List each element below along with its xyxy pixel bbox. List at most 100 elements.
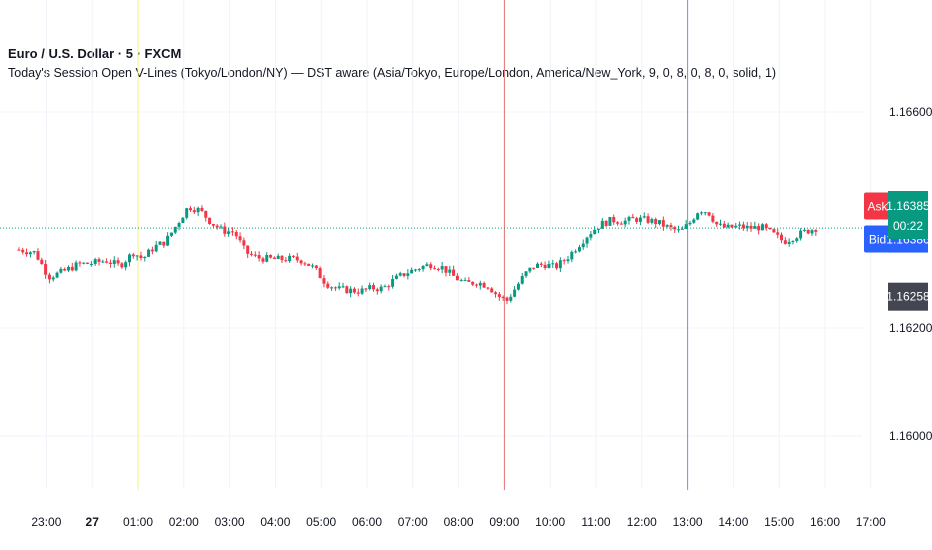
candle-body: [436, 268, 440, 270]
candle-body: [330, 287, 334, 289]
x-tick-label: 17:00: [856, 515, 886, 529]
badge-label: Bid: [869, 233, 886, 247]
candle-body: [238, 236, 242, 241]
candle-body: [585, 237, 589, 244]
candle-body: [154, 244, 158, 252]
candle-body: [719, 223, 723, 225]
candle-body: [97, 259, 101, 262]
candle-body: [448, 269, 452, 273]
candle-body: [623, 220, 627, 225]
candle-body: [619, 223, 623, 225]
candle-body: [528, 267, 532, 272]
candle-body: [47, 274, 51, 280]
candle-body: [36, 251, 40, 260]
candle-body: [59, 268, 63, 273]
candle-body: [349, 288, 353, 294]
candle-body: [204, 210, 208, 218]
candle-body: [486, 287, 490, 289]
candle-body: [173, 226, 177, 233]
candle-body: [776, 232, 780, 235]
candle-body: [28, 252, 32, 255]
candle-body: [215, 225, 219, 228]
x-tick-label: 01:00: [123, 515, 153, 529]
candle-body: [158, 241, 162, 245]
candle-body: [520, 275, 524, 284]
x-tick-label: 11:00: [581, 515, 610, 529]
candle-body: [63, 268, 67, 271]
candle-body: [112, 260, 116, 265]
candle-body: [200, 207, 204, 211]
candle-body: [471, 281, 475, 285]
candle-body: [78, 262, 82, 264]
candle-body: [440, 266, 444, 270]
candle-body: [101, 261, 105, 263]
candle-body: [372, 285, 376, 290]
candle-body: [452, 269, 456, 276]
candle-body: [253, 254, 257, 256]
candle-body: [684, 224, 688, 229]
candle-body: [364, 288, 368, 290]
last-price-bg: [888, 191, 928, 239]
candle-body: [322, 278, 326, 284]
candle-body: [730, 224, 734, 228]
candle-body: [196, 207, 200, 213]
candle-body: [532, 267, 536, 269]
indicator-label[interactable]: Today's Session Open V-Lines (Tokyo/Lond…: [8, 66, 777, 80]
candle-body: [82, 262, 86, 264]
candle-body: [234, 232, 238, 237]
prev-close-badge: 1.16258: [886, 282, 930, 311]
prev-close-bg: [888, 282, 928, 311]
candle-body: [368, 285, 372, 290]
candle-body: [139, 255, 143, 259]
candle-body: [108, 262, 112, 265]
x-tick-label: 06:00: [352, 515, 382, 529]
candle-body: [219, 226, 223, 228]
candle-body: [692, 219, 696, 223]
candle-body: [276, 255, 280, 259]
candle-body: [593, 229, 597, 235]
candle-body: [558, 260, 562, 269]
candle-body: [314, 265, 318, 269]
candle-body: [417, 269, 421, 271]
candle-body: [661, 220, 665, 227]
x-tick-label: 02:00: [169, 515, 199, 529]
candle-body: [192, 210, 196, 213]
candle-body: [44, 264, 48, 275]
x-tick-label: 03:00: [215, 515, 245, 529]
candle-body: [333, 287, 337, 289]
candle-body: [616, 222, 620, 224]
candle-body: [425, 264, 429, 267]
x-tick-label: 23:00: [31, 515, 61, 529]
candle-body: [516, 283, 520, 290]
candle-body: [211, 223, 215, 226]
candle-body: [791, 241, 795, 243]
time-axis[interactable]: 23:00 27 01:00 02:00 03:00 04:00 05:00 06:00 07:…: [31, 515, 886, 529]
price-axis[interactable]: 1.16600 1.16200 1.16000: [889, 105, 932, 443]
candle-body: [413, 269, 417, 271]
candle-body: [383, 286, 387, 288]
candle-body: [394, 275, 398, 279]
badge-label: Ask: [867, 199, 888, 213]
candle-body: [261, 258, 265, 262]
candle-body: [318, 268, 322, 279]
candle-body: [375, 289, 379, 292]
candle-body: [654, 219, 658, 225]
candle-body: [722, 223, 726, 228]
candle-body: [17, 249, 21, 251]
x-tick-label: 15:00: [764, 515, 794, 529]
x-tick-label: 04:00: [260, 515, 290, 529]
candle-body: [570, 251, 574, 260]
candle-body: [74, 262, 78, 271]
candle-body: [711, 215, 715, 222]
candle-body: [40, 259, 44, 265]
candle-body: [658, 220, 662, 225]
x-tick-label: 16:00: [810, 515, 840, 529]
candle-body: [291, 255, 295, 257]
candle-body: [208, 217, 212, 224]
last-price-badge: 1.16385 00:22: [886, 191, 930, 239]
candle-body: [345, 286, 349, 294]
candle-body: [269, 255, 273, 258]
candle-body: [574, 251, 578, 253]
